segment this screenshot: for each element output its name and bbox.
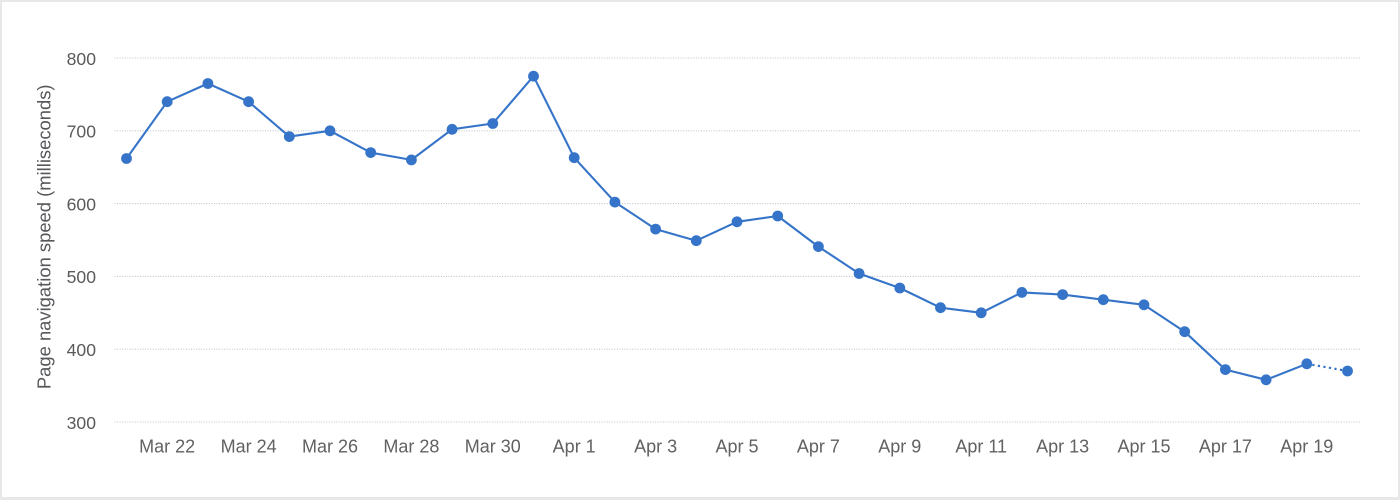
svg-text:300: 300: [67, 413, 97, 433]
svg-text:Mar 28: Mar 28: [383, 436, 439, 456]
svg-text:Apr 5: Apr 5: [715, 436, 758, 456]
svg-text:700: 700: [67, 122, 97, 142]
svg-text:Apr 11: Apr 11: [955, 436, 1007, 456]
svg-text:800: 800: [67, 49, 97, 69]
svg-text:Mar 30: Mar 30: [465, 436, 521, 456]
svg-text:Apr 19: Apr 19: [1280, 436, 1333, 456]
svg-text:Apr 13: Apr 13: [1036, 436, 1089, 456]
svg-text:Mar 26: Mar 26: [302, 436, 358, 456]
svg-text:Mar 24: Mar 24: [221, 436, 277, 456]
svg-text:500: 500: [67, 267, 97, 287]
svg-text:400: 400: [67, 340, 97, 360]
svg-text:Apr 3: Apr 3: [634, 436, 677, 456]
svg-text:Page navigation speed (millise: Page navigation speed (milliseconds): [34, 84, 55, 389]
svg-text:Apr 9: Apr 9: [878, 436, 921, 456]
svg-text:600: 600: [67, 194, 97, 214]
svg-text:Apr 7: Apr 7: [797, 436, 840, 456]
svg-text:Mar 22: Mar 22: [139, 436, 195, 456]
svg-text:Apr 1: Apr 1: [553, 436, 596, 456]
svg-text:Apr 15: Apr 15: [1117, 436, 1170, 456]
svg-text:Apr 17: Apr 17: [1199, 436, 1252, 456]
